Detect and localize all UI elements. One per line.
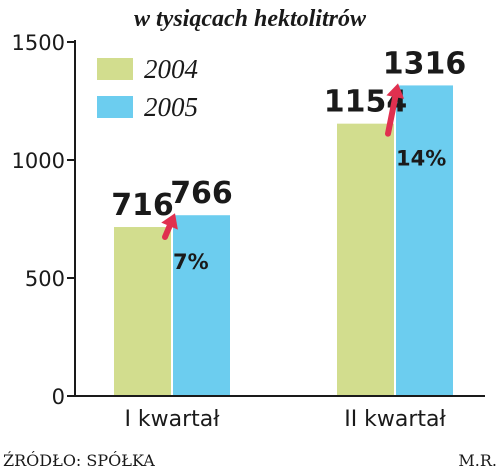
value-label-2005-1: 1316 [383,46,467,81]
value-label-2004-0: 716 [111,188,174,223]
growth-label-0: 7% [173,250,209,274]
bars [114,85,453,396]
legend: 2004 2005 [97,54,198,122]
bar-2005-0 [173,215,230,396]
author-note: M.R. [458,451,497,470]
x-axis: I kwartał II kwartał [75,395,485,432]
growth-arrow-head-0 [161,213,178,230]
legend-label-2004: 2004 [144,54,198,84]
growth-arrow-shaft-0 [162,223,173,241]
growth-arrow-head-1 [386,83,405,99]
category-label-1: II kwartał [344,407,446,432]
bar-2004-0 [114,227,171,396]
category-label-0: I kwartał [124,407,220,432]
value-label-2005-0: 766 [170,176,233,211]
legend-swatch-2005 [97,96,133,118]
y-tick-label-1: 500 [25,267,65,291]
legend-label-2005: 2005 [144,92,198,122]
bar-2004-1 [337,123,394,396]
y-tick-label-2: 1000 [12,149,65,173]
growth-arrow-shaft-1 [385,94,399,137]
source-note: ŹRÓDŁO: SPÓŁKA [3,450,155,470]
bar-2005-1 [396,85,453,396]
legend-swatch-2004 [97,58,133,80]
chart-subtitle: w tysiącach hektolitrów [134,6,367,32]
y-tick-label-3: 1500 [12,31,65,55]
growth-label-1: 14% [396,147,446,171]
y-tick-label-0: 0 [52,385,65,409]
y-axis: 0 500 1000 1500 [12,31,76,409]
